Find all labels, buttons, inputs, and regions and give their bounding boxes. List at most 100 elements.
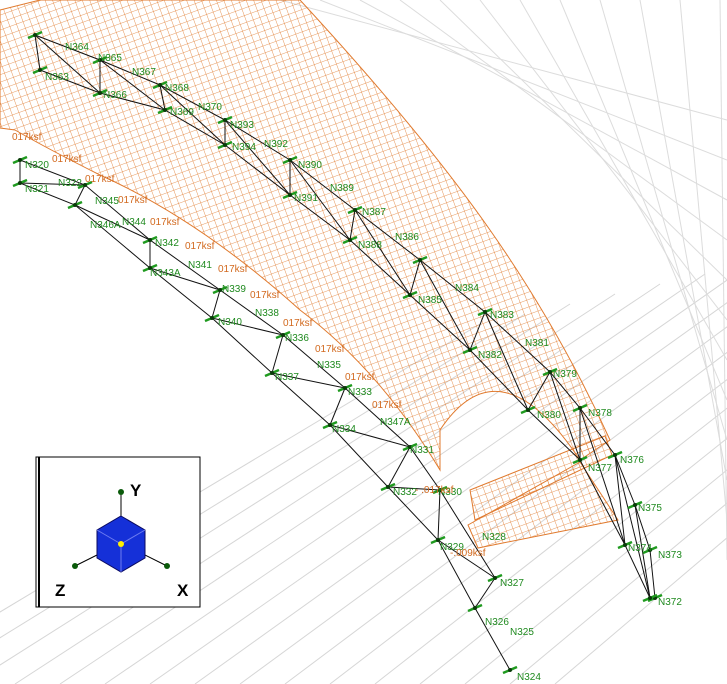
- node-label: N372: [658, 597, 682, 608]
- node-label: N335: [317, 360, 341, 371]
- node: [98, 91, 102, 95]
- node-label: N342: [155, 238, 179, 249]
- node-label: N382: [478, 350, 502, 361]
- node: [473, 606, 477, 610]
- node-label: N331: [410, 445, 434, 456]
- load-label: 017ksf: [52, 154, 82, 165]
- node: [210, 316, 214, 320]
- node: [386, 485, 390, 489]
- node-label: N384: [455, 283, 479, 294]
- node: [158, 83, 162, 87]
- node-label: N367: [132, 67, 156, 78]
- node: [33, 33, 37, 37]
- node-label: N321: [25, 184, 49, 195]
- node-label: N374: [628, 543, 652, 554]
- load-label: 017ksf: [283, 318, 313, 329]
- node-label: N383: [490, 310, 514, 321]
- node: [223, 118, 227, 122]
- node-label: N365: [98, 53, 122, 64]
- node-label: N385: [418, 295, 442, 306]
- node-label: N369: [170, 107, 194, 118]
- node-label: N345: [95, 196, 119, 207]
- node: [548, 370, 552, 374]
- node-label: N380: [537, 410, 561, 421]
- node-label: N344: [122, 217, 146, 228]
- node-label: N322: [58, 178, 82, 189]
- web: [388, 447, 410, 487]
- node-label: N386: [395, 232, 419, 243]
- web: [212, 290, 220, 318]
- node-label: N378: [588, 408, 612, 419]
- node-label: N370: [198, 102, 222, 113]
- node: [578, 458, 582, 462]
- axis-widget: Y Z X: [36, 457, 200, 607]
- node: [73, 203, 77, 207]
- node-label: N324: [517, 672, 541, 683]
- node-label: N336: [285, 333, 309, 344]
- node-label: N387: [362, 207, 386, 218]
- node: [468, 348, 472, 352]
- node-label: N368: [165, 83, 189, 94]
- node-label: N326: [485, 617, 509, 628]
- axis-label: Y: [130, 481, 142, 500]
- node: [633, 503, 637, 507]
- node-label: N346A: [90, 220, 121, 231]
- axis-label: Z: [55, 581, 65, 600]
- node: [270, 371, 274, 375]
- node: [288, 193, 292, 197]
- node-label: N389: [330, 183, 354, 194]
- node: [288, 158, 292, 162]
- load-label: 017ksf: [185, 241, 215, 252]
- node-label: N341: [188, 260, 212, 271]
- node-label: N327: [500, 578, 524, 589]
- node-label: N337: [275, 372, 299, 383]
- node-label: N328: [482, 532, 506, 543]
- node-label: N320: [25, 160, 49, 171]
- node-label: N381: [525, 338, 549, 349]
- axis-label: X: [177, 581, 189, 600]
- node-label: N392: [264, 139, 288, 150]
- web: [475, 578, 495, 608]
- node: [148, 238, 152, 242]
- node-label: N339: [222, 284, 246, 295]
- node: [578, 406, 582, 410]
- node-label: N340: [218, 317, 242, 328]
- load-label: - .017ksf: [415, 485, 454, 496]
- node-label: N388: [358, 240, 382, 251]
- node: [343, 386, 347, 390]
- node: [623, 543, 627, 547]
- load-label: 017ksf: [118, 195, 148, 206]
- node: [526, 408, 530, 412]
- node: [223, 143, 227, 147]
- node-label: N373: [658, 550, 682, 561]
- web: [272, 335, 283, 373]
- node-label: N334: [332, 424, 356, 435]
- load-label: 017ksf: [315, 344, 345, 355]
- load-label: 017ksf: [85, 174, 115, 185]
- node-label: N343A: [150, 268, 181, 279]
- node-label: N325: [510, 627, 534, 638]
- load-label: 017ksf: [250, 290, 280, 301]
- node-label: N366: [103, 90, 127, 101]
- node-label: N347A: [380, 417, 411, 428]
- node-label: N376: [620, 455, 644, 466]
- model-viewport[interactable]: N320 N321 N322 N345 N346AN344 N342 N343A N341 N3…: [0, 0, 727, 684]
- node: [483, 310, 487, 314]
- node: [648, 596, 652, 600]
- node: [38, 68, 42, 72]
- node: [348, 238, 352, 242]
- node: [493, 576, 497, 580]
- load-label: 017ksf: [150, 217, 180, 228]
- node-label: N377: [588, 463, 612, 474]
- node-label: N363: [45, 72, 69, 83]
- load-label: 017ksf: [218, 264, 248, 275]
- node: [353, 208, 357, 212]
- node: [418, 258, 422, 262]
- node-label: N332: [393, 487, 417, 498]
- web: [615, 455, 650, 598]
- node: [613, 453, 617, 457]
- node-label: N364: [65, 42, 89, 53]
- load-label: 017ksf: [345, 372, 375, 383]
- load-label: 017ksf: [372, 400, 402, 411]
- node-label: N391: [294, 193, 318, 204]
